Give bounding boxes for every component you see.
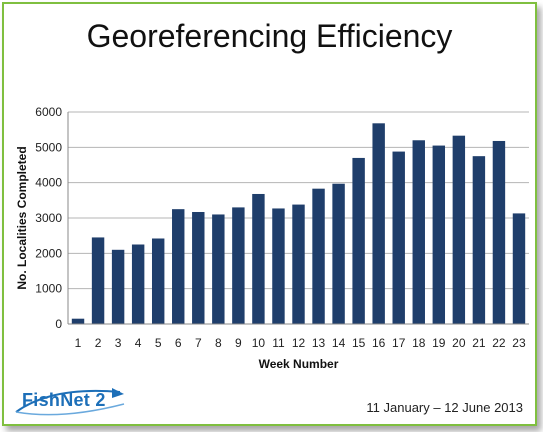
bar-week-5: [151, 238, 165, 324]
bar-week-22: [492, 140, 506, 324]
x-axis-title: Week Number: [259, 357, 339, 371]
x-tick-label: 16: [372, 336, 386, 350]
bar-week-12: [292, 204, 305, 324]
y-tick-label: 0: [55, 317, 62, 331]
y-tick-label: 4000: [35, 176, 62, 190]
y-tick-label: 5000: [35, 140, 62, 154]
bar-week-19: [432, 145, 446, 324]
bar-week-13: [312, 188, 325, 324]
bar-week-10: [252, 193, 265, 324]
bar-week-3: [111, 249, 125, 324]
x-tick-label: 8: [215, 336, 222, 350]
y-tick-label: 3000: [35, 211, 62, 225]
bar-week-16: [372, 123, 385, 324]
y-axis-title: No. Localities Completed: [15, 146, 29, 289]
y-tick-label: 2000: [35, 246, 62, 260]
bar-week-9: [232, 207, 245, 324]
bar-week-17: [392, 151, 405, 324]
x-tick-label: 21: [472, 336, 486, 350]
bar-week-14: [332, 183, 345, 324]
y-tick-label: 6000: [35, 105, 62, 119]
x-tick-label: 20: [452, 336, 466, 350]
x-tick-label: 14: [332, 336, 346, 350]
x-tick-label: 7: [195, 336, 202, 350]
x-tick-label: 3: [115, 336, 122, 350]
x-tick-label: 12: [292, 336, 306, 350]
bar-series: [71, 123, 526, 324]
x-tick-label: 10: [252, 336, 266, 350]
x-axis-ticks: 1 2 3 4 5 6 7 8 9 10 11 12 13 14 15 16 17 18 19 20 21 22 23: [75, 336, 526, 350]
x-tick-label: 13: [312, 336, 326, 350]
y-axis-ticks: 0 1000 2000 3000 4000 5000 6000: [35, 105, 62, 331]
x-tick-label: 2: [95, 336, 102, 350]
x-tick-label: 22: [492, 336, 506, 350]
x-tick-label: 6: [175, 336, 182, 350]
fish-swoosh-icon: [15, 388, 125, 416]
bar-week-18: [412, 140, 425, 324]
bar-week-1: [71, 318, 85, 324]
bar-week-23: [512, 213, 526, 324]
bar-week-21: [472, 156, 486, 324]
slide: Georeferencing Efficiency 0 1000 2000 3000 4…: [2, 2, 537, 426]
logo-text: FishNet 2: [22, 390, 106, 410]
chart-title: Georeferencing Efficiency: [86, 18, 453, 54]
x-tick-label: 19: [432, 336, 446, 350]
bar-week-7: [192, 211, 205, 324]
bar-week-8: [212, 214, 225, 324]
bar-week-6: [172, 209, 185, 324]
fishnet-logo: FishNet 2: [12, 382, 132, 422]
x-tick-label: 4: [135, 336, 142, 350]
x-tick-label: 23: [512, 336, 526, 350]
bar-week-11: [272, 208, 285, 324]
x-tick-label: 11: [272, 336, 285, 350]
date-range: 11 January – 12 June 2013: [366, 400, 523, 415]
bar-week-4: [131, 244, 145, 324]
y-tick-label: 1000: [35, 282, 62, 296]
bar-week-15: [352, 157, 365, 324]
x-tick-label: 1: [75, 336, 82, 350]
x-tick-label: 17: [392, 336, 406, 350]
x-tick-label: 18: [412, 336, 426, 350]
x-tick-label: 5: [155, 336, 162, 350]
x-tick-label: 15: [352, 336, 366, 350]
bar-week-20: [452, 135, 466, 324]
x-tick-label: 9: [235, 336, 242, 350]
bar-week-2: [91, 237, 105, 324]
